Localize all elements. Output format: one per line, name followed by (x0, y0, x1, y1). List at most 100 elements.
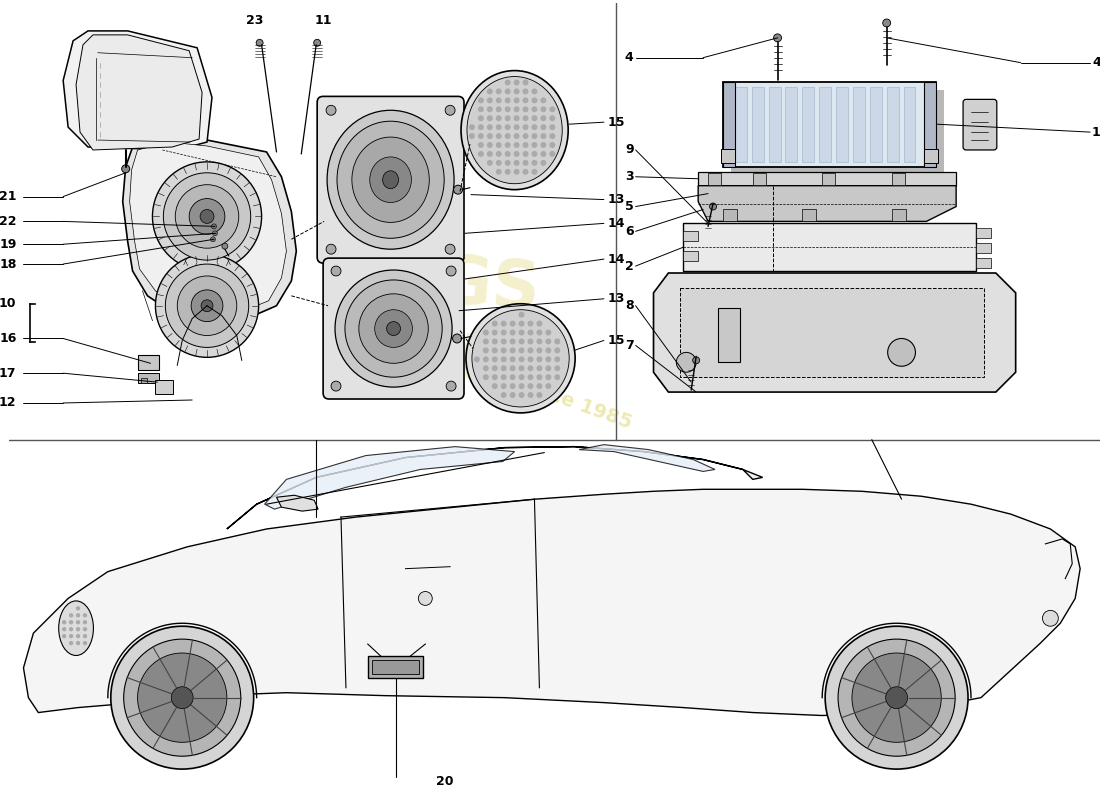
Circle shape (487, 124, 493, 130)
Circle shape (200, 210, 214, 223)
Circle shape (76, 641, 80, 646)
Ellipse shape (352, 137, 429, 222)
Circle shape (509, 392, 516, 398)
Bar (708, 173, 720, 185)
Circle shape (549, 133, 556, 139)
Bar (138, 355, 160, 370)
Circle shape (531, 115, 538, 121)
Circle shape (509, 338, 516, 345)
Polygon shape (23, 490, 1080, 715)
Bar (785, 87, 798, 162)
Circle shape (496, 124, 502, 130)
Circle shape (76, 613, 80, 618)
Circle shape (500, 383, 507, 389)
Circle shape (164, 173, 251, 260)
Ellipse shape (345, 280, 442, 377)
FancyBboxPatch shape (964, 99, 997, 150)
Circle shape (447, 266, 456, 276)
Bar (892, 173, 904, 185)
Circle shape (531, 124, 538, 130)
Circle shape (1043, 610, 1058, 626)
Text: 1: 1 (1092, 126, 1100, 138)
Circle shape (483, 338, 488, 345)
Ellipse shape (58, 601, 94, 655)
Circle shape (549, 115, 556, 121)
Circle shape (886, 686, 907, 709)
Circle shape (888, 338, 915, 366)
Circle shape (492, 383, 497, 389)
Circle shape (505, 79, 510, 86)
Circle shape (537, 330, 542, 335)
Circle shape (496, 142, 502, 148)
Circle shape (175, 185, 239, 248)
Circle shape (509, 383, 516, 389)
Text: 15: 15 (608, 334, 626, 347)
Circle shape (212, 231, 218, 236)
Circle shape (222, 243, 228, 249)
Circle shape (540, 106, 547, 112)
Ellipse shape (468, 77, 562, 184)
Polygon shape (698, 186, 956, 222)
Circle shape (331, 266, 341, 276)
Bar (802, 87, 814, 162)
Circle shape (514, 106, 519, 112)
Circle shape (505, 98, 510, 103)
Circle shape (122, 165, 130, 173)
Text: 15: 15 (608, 116, 626, 129)
Bar (924, 82, 936, 167)
Circle shape (518, 383, 525, 389)
Circle shape (505, 160, 510, 166)
Circle shape (492, 374, 497, 380)
Circle shape (331, 381, 341, 391)
Bar (155, 380, 174, 394)
Text: 14: 14 (608, 253, 626, 266)
Bar (887, 87, 899, 162)
Circle shape (509, 374, 516, 380)
Circle shape (446, 106, 455, 115)
Circle shape (528, 374, 534, 380)
Circle shape (514, 133, 519, 139)
Circle shape (825, 626, 968, 769)
Circle shape (537, 383, 542, 389)
Circle shape (549, 151, 556, 157)
Circle shape (546, 338, 551, 345)
Circle shape (492, 366, 497, 371)
Circle shape (496, 151, 502, 157)
Circle shape (531, 160, 538, 166)
Bar (723, 82, 936, 167)
Circle shape (477, 98, 484, 103)
Text: a result for parts since 1985: a result for parts since 1985 (415, 586, 714, 710)
Bar (683, 223, 976, 271)
Circle shape (505, 169, 510, 174)
Circle shape (546, 374, 551, 380)
Circle shape (189, 198, 224, 234)
Circle shape (514, 79, 519, 86)
Circle shape (500, 366, 507, 371)
Text: 2: 2 (625, 259, 634, 273)
Bar (852, 87, 865, 162)
Circle shape (549, 106, 556, 112)
Circle shape (483, 356, 488, 362)
Circle shape (469, 124, 475, 130)
Circle shape (505, 115, 510, 121)
Circle shape (483, 366, 488, 371)
Circle shape (487, 89, 493, 94)
Bar (718, 308, 740, 362)
Bar (820, 87, 832, 162)
Circle shape (528, 356, 534, 362)
Bar (367, 656, 424, 678)
Ellipse shape (359, 294, 428, 363)
Circle shape (492, 347, 497, 354)
Circle shape (531, 151, 538, 157)
Circle shape (554, 338, 560, 345)
Circle shape (138, 653, 227, 742)
Circle shape (477, 133, 484, 139)
Circle shape (531, 106, 538, 112)
Circle shape (487, 151, 493, 157)
Polygon shape (276, 495, 318, 511)
Circle shape (69, 620, 74, 625)
Circle shape (522, 124, 528, 130)
Circle shape (676, 352, 696, 372)
Circle shape (537, 356, 542, 362)
Circle shape (546, 383, 551, 389)
